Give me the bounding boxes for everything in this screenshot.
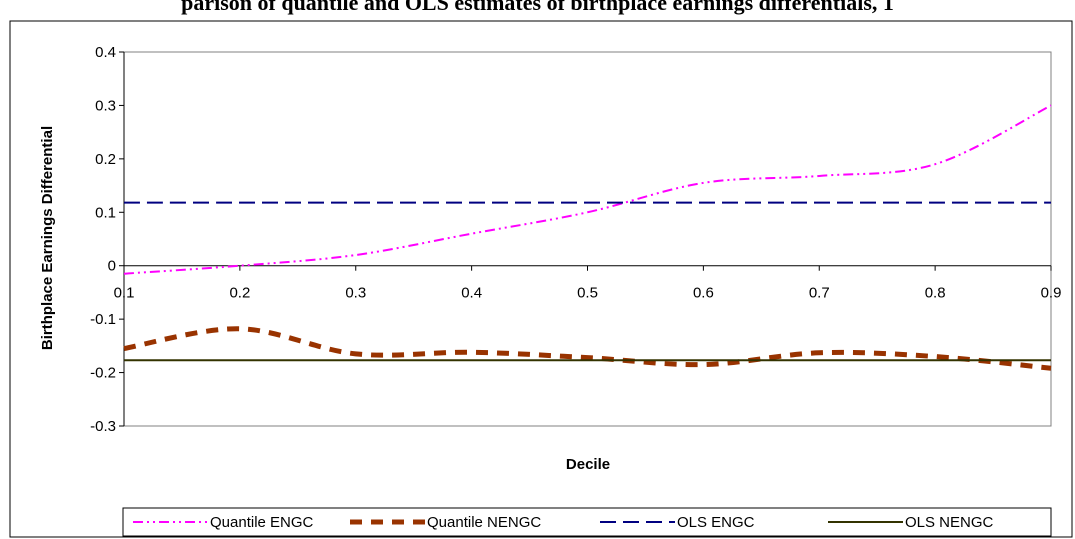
legend: Quantile ENGC Quantile NENGC OLS ENGC OLS N…	[122, 507, 1052, 537]
legend-label-4: OLS NENGC	[905, 514, 994, 531]
x-tick-label: 0.6	[693, 285, 714, 302]
legend-label-1: Quantile ENGC	[210, 514, 314, 531]
x-tick-label: 0.1	[114, 285, 135, 302]
series-lines	[123, 104, 1052, 371]
x-tick-label: 0.5	[577, 285, 598, 302]
y-tick-label: 0.3	[95, 97, 116, 114]
series-line-2	[123, 326, 1052, 371]
y-tick-label: -0.2	[90, 365, 116, 382]
x-tick-label: 0.9	[1041, 285, 1062, 302]
y-tick-label: 0.1	[95, 204, 116, 221]
y-tick-label: -0.3	[90, 418, 116, 435]
axes: 0.4 0.3 0.2 0.1 0 -0.1 -0.2 -0.3 0.1 0.2 0.3 0.4 0.5…	[90, 44, 1061, 435]
y-tick-label: 0.4	[95, 44, 116, 61]
legend-label-2: Quantile NENGC	[427, 514, 541, 531]
x-tick-label: 0.7	[809, 285, 830, 302]
chart-frame	[9, 20, 1073, 538]
x-tick-label: 0.2	[229, 285, 250, 302]
y-tick-label: 0	[108, 258, 116, 275]
y-tick-label: -0.1	[90, 311, 116, 328]
x-axis-label: Decile	[566, 456, 610, 473]
y-tick-label: 0.2	[95, 151, 116, 168]
chart-title: parison of quantile and OLS estimates of…	[181, 0, 894, 15]
y-axis-label: Birthplace Earnings Differential	[39, 126, 56, 350]
series-line-1	[123, 104, 1052, 275]
legend-label-3: OLS ENGC	[677, 514, 755, 531]
x-tick-label: 0.4	[461, 285, 482, 302]
x-tick-label: 0.8	[925, 285, 946, 302]
x-tick-label: 0.3	[345, 285, 366, 302]
